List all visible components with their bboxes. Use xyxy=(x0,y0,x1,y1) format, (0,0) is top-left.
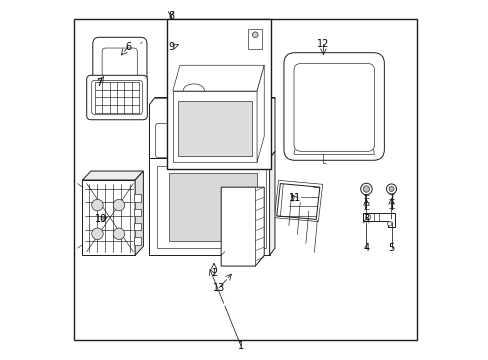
Text: 6: 6 xyxy=(124,42,131,52)
Polygon shape xyxy=(257,65,264,162)
Ellipse shape xyxy=(224,114,250,127)
Text: 9: 9 xyxy=(167,42,174,52)
Circle shape xyxy=(92,228,103,239)
Circle shape xyxy=(92,199,103,211)
Text: 7: 7 xyxy=(96,78,102,88)
Polygon shape xyxy=(135,171,143,255)
Text: 8: 8 xyxy=(167,11,174,21)
Polygon shape xyxy=(156,166,265,248)
Circle shape xyxy=(252,32,258,38)
Polygon shape xyxy=(82,180,135,255)
Polygon shape xyxy=(134,194,140,202)
Polygon shape xyxy=(362,213,394,226)
Polygon shape xyxy=(221,187,264,266)
Polygon shape xyxy=(134,209,140,216)
FancyBboxPatch shape xyxy=(167,131,194,151)
Ellipse shape xyxy=(167,111,206,131)
Text: 2: 2 xyxy=(210,268,217,278)
Text: 5: 5 xyxy=(387,243,394,253)
Text: 4: 4 xyxy=(363,243,369,253)
Circle shape xyxy=(113,199,124,211)
Text: 11: 11 xyxy=(288,193,300,203)
Polygon shape xyxy=(149,158,269,255)
Polygon shape xyxy=(134,223,140,230)
Polygon shape xyxy=(169,173,257,241)
Text: 12: 12 xyxy=(317,39,329,49)
Polygon shape xyxy=(276,184,319,220)
Polygon shape xyxy=(247,30,262,49)
Text: 1: 1 xyxy=(237,341,244,351)
Text: 3: 3 xyxy=(363,215,369,224)
Ellipse shape xyxy=(217,111,257,131)
Circle shape xyxy=(388,186,393,192)
Circle shape xyxy=(360,183,371,195)
Text: 13: 13 xyxy=(213,283,225,293)
FancyBboxPatch shape xyxy=(155,123,215,158)
FancyBboxPatch shape xyxy=(102,48,137,78)
FancyBboxPatch shape xyxy=(86,75,147,120)
Polygon shape xyxy=(178,102,251,156)
Text: 10: 10 xyxy=(95,215,107,224)
Ellipse shape xyxy=(173,114,200,127)
Circle shape xyxy=(113,228,124,239)
Circle shape xyxy=(387,222,391,226)
Polygon shape xyxy=(172,65,264,91)
Circle shape xyxy=(365,215,370,220)
Circle shape xyxy=(386,184,396,194)
Bar xyxy=(74,19,416,339)
Polygon shape xyxy=(269,151,274,255)
Polygon shape xyxy=(82,171,143,180)
FancyBboxPatch shape xyxy=(93,37,147,88)
Polygon shape xyxy=(149,98,274,158)
Bar xyxy=(167,19,271,169)
FancyBboxPatch shape xyxy=(284,53,384,160)
Circle shape xyxy=(363,186,369,192)
Polygon shape xyxy=(134,237,140,244)
Polygon shape xyxy=(172,91,257,162)
